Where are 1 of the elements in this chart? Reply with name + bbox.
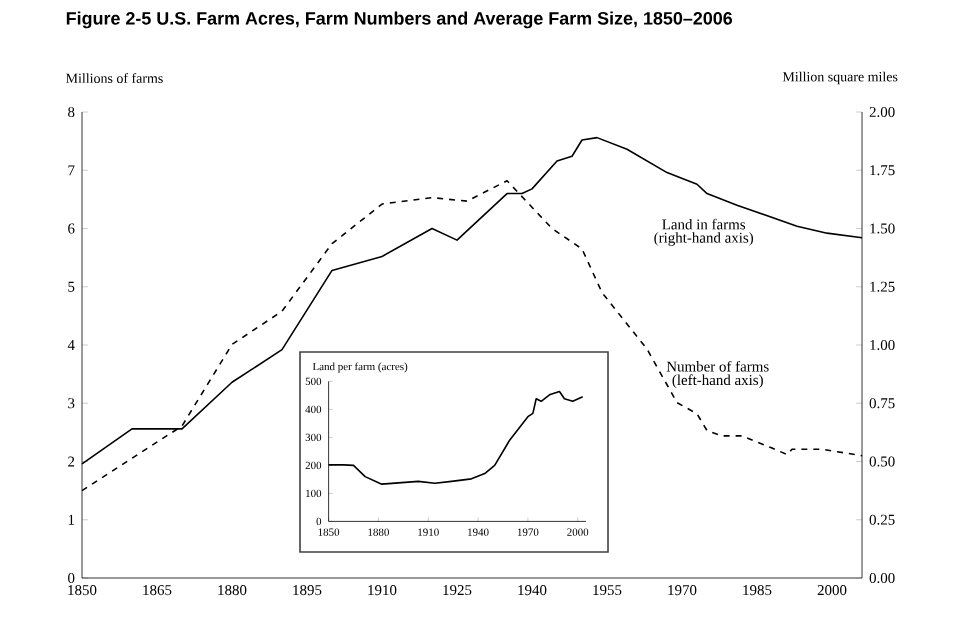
chart-title: Figure 2-5 U.S. Farm Acres, Farm Numbers and Average Farm Size, 1850–2006: [66, 11, 733, 29]
